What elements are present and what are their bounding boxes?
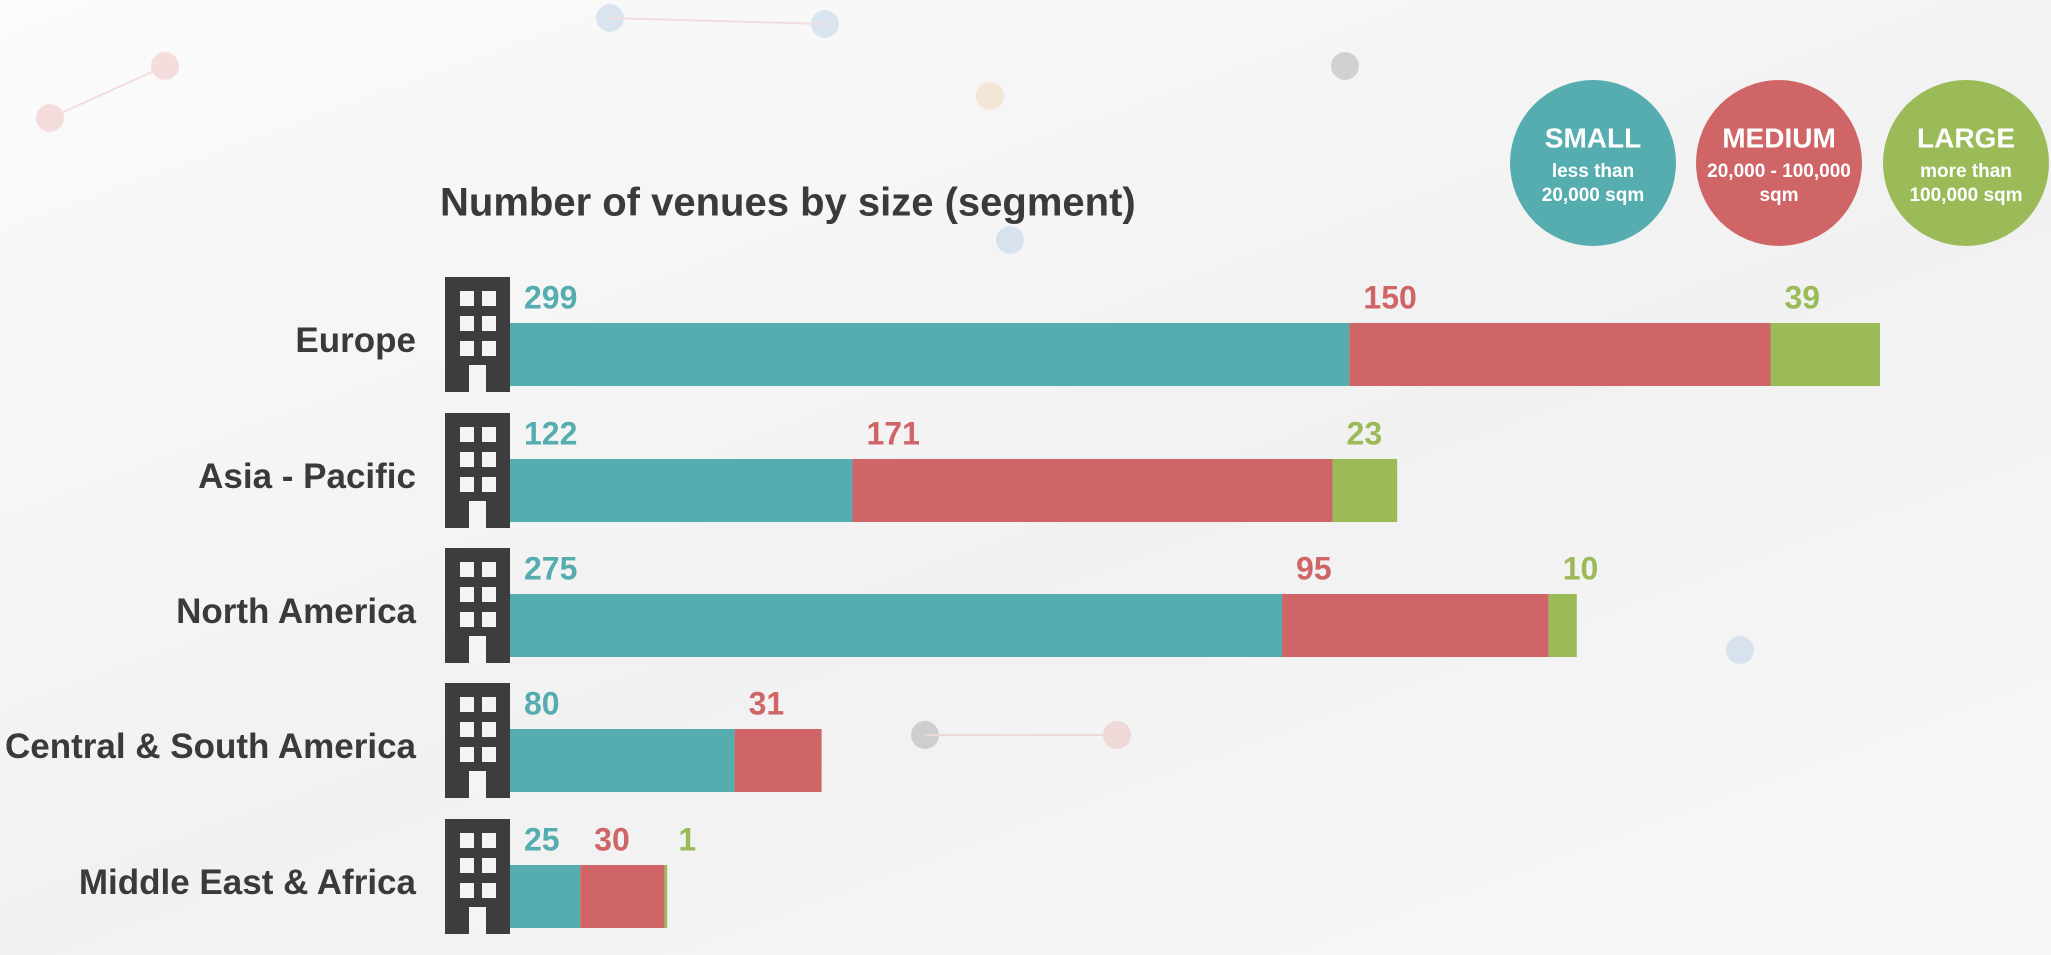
building-window [460,612,474,627]
building-window [482,341,496,356]
building-window [482,833,496,848]
chart-title: Number of venues by size (segment) [440,181,1136,225]
building-window [482,427,496,442]
building-icon [445,683,510,798]
building-window [482,291,496,306]
bar-segment [510,865,581,928]
legend-description: 20,000 sqm [1542,185,1644,206]
bar-segment [510,594,1283,657]
legend-circle [1696,80,1862,246]
legend-description: 100,000 sqm [1909,185,2022,206]
building-icon [445,413,510,528]
category-label: Middle East & Africa [79,863,417,902]
building-window [482,316,496,331]
value-label: 31 [749,685,785,721]
value-label: 25 [524,821,560,857]
bar-segment [852,459,1333,522]
legend-description: 20,000 - 100,000 [1707,161,1851,182]
value-label: 150 [1363,279,1416,315]
building-door [469,501,486,528]
legend-circle [1510,80,1676,246]
legend-name: MEDIUM [1722,122,1836,153]
building-window [460,477,474,492]
value-label: 1 [678,821,696,857]
building-window [482,858,496,873]
bar-segment [1349,323,1771,386]
value-label: 30 [594,821,630,857]
value-label: 23 [1347,415,1383,451]
legend-name: SMALL [1545,122,1641,153]
building-window [482,883,496,898]
value-label: 275 [524,550,577,586]
building-window [460,883,474,898]
background-network [36,4,1754,749]
building-window [460,722,474,737]
bar-segment [580,865,665,928]
value-label: 39 [1785,279,1821,315]
building-window [460,697,474,712]
building-window [460,341,474,356]
bar-segment [734,729,822,792]
bar-segment [510,323,1350,386]
legend-description: more than [1920,161,2012,182]
building-window [482,452,496,467]
category-label: North America [176,592,416,631]
bar-segment [1282,594,1549,657]
building-door [469,771,486,798]
legend-circle [1883,80,2049,246]
building-window [460,562,474,577]
bar-segment [1770,323,1880,386]
value-label: 122 [524,415,577,451]
building-icon [445,819,510,934]
building-door [469,365,486,392]
building-window [482,612,496,627]
building-window [482,477,496,492]
building-door [469,907,486,934]
value-label: 80 [524,685,560,721]
building-window [460,291,474,306]
building-window [460,858,474,873]
value-label: 299 [524,279,577,315]
value-label: 95 [1296,550,1332,586]
bar-segment [510,459,853,522]
category-label: Europe [295,321,416,360]
category-label: Central & South America [5,727,417,766]
building-icon [445,548,510,663]
value-label: 171 [867,415,920,451]
bar-segment [1332,459,1398,522]
building-window [460,587,474,602]
bar-segment [1548,594,1577,657]
category-label: Asia - Pacific [198,457,416,496]
building-icon [445,277,510,392]
building-window [482,697,496,712]
legend-description: less than [1552,161,1634,182]
value-label: 10 [1563,550,1599,586]
building-window [460,427,474,442]
building-door [469,636,486,663]
bar-segment [664,865,668,928]
building-window [482,587,496,602]
legend-description: sqm [1759,185,1798,206]
building-window [460,316,474,331]
building-window [482,562,496,577]
bar-segment [510,729,735,792]
building-window [460,833,474,848]
building-window [460,452,474,467]
building-window [482,747,496,762]
legend-name: LARGE [1917,122,2015,153]
building-window [460,747,474,762]
building-window [482,722,496,737]
